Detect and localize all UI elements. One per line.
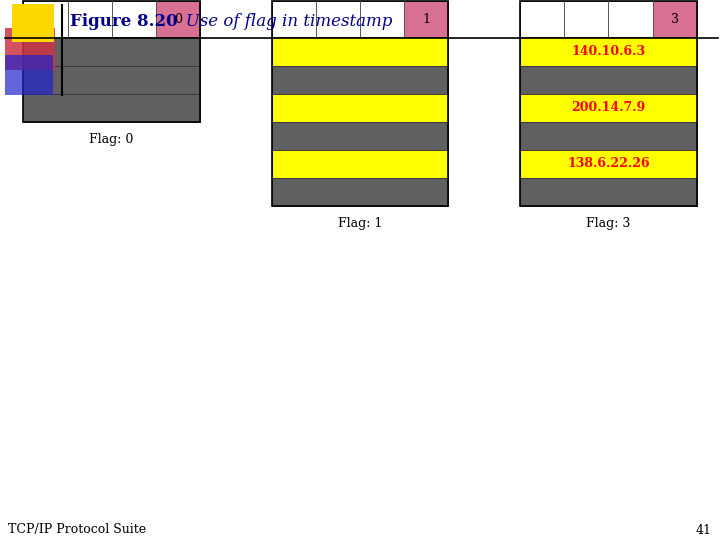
Bar	[520, 1, 696, 206]
Bar	[520, 150, 696, 178]
Text: 200.14.7.9: 200.14.7.9	[571, 101, 646, 114]
Text: 0: 0	[174, 12, 181, 25]
Bar	[404, 1, 448, 37]
Text: 1: 1	[422, 12, 430, 25]
Bar	[520, 65, 696, 93]
Bar	[520, 93, 696, 122]
Text: TCP/IP Protocol Suite: TCP/IP Protocol Suite	[8, 523, 146, 537]
Bar	[520, 1, 696, 37]
Bar	[23, 65, 200, 93]
Text: 3: 3	[670, 12, 678, 25]
Bar	[520, 178, 696, 206]
Bar	[520, 37, 696, 65]
Bar	[12, 4, 54, 42]
Text: Figure 8.20: Figure 8.20	[70, 14, 178, 30]
Text: Flag: 1: Flag: 1	[338, 218, 382, 231]
Bar	[272, 1, 448, 37]
Bar	[272, 37, 448, 65]
Bar	[272, 1, 448, 206]
Bar	[23, 1, 200, 37]
Bar	[520, 122, 696, 150]
Bar	[272, 178, 448, 206]
Bar	[23, 37, 200, 65]
Text: 138.6.22.26: 138.6.22.26	[567, 157, 649, 170]
Bar	[652, 1, 697, 37]
Bar	[272, 93, 448, 122]
Bar	[5, 28, 55, 70]
Bar	[23, 93, 200, 122]
Text: Use of flag in timestamp: Use of flag in timestamp	[170, 14, 392, 30]
Bar	[5, 55, 53, 95]
Text: 140.10.6.3: 140.10.6.3	[572, 45, 645, 58]
Bar	[23, 1, 200, 122]
Bar	[272, 122, 448, 150]
Bar	[272, 65, 448, 93]
Bar	[156, 1, 199, 37]
Bar	[272, 150, 448, 178]
Text: Flag: 3: Flag: 3	[586, 218, 631, 231]
Text: 41: 41	[696, 523, 712, 537]
Text: Flag: 0: Flag: 0	[89, 133, 134, 146]
